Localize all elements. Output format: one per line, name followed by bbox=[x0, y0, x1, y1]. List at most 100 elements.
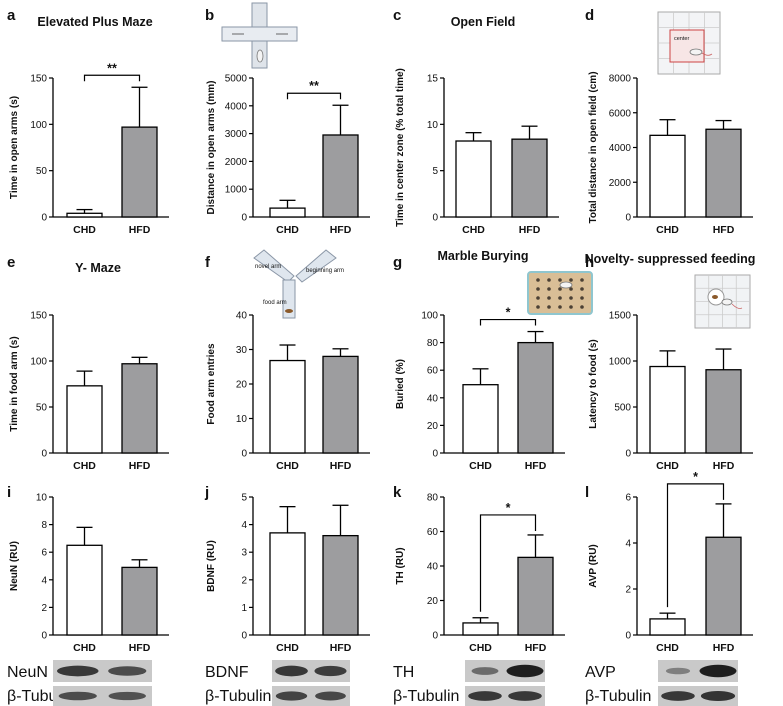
western-blot-j: BDNF β-Tubulin bbox=[205, 660, 350, 706]
y-tick-label: 15 bbox=[427, 74, 439, 85]
x-tick-label: HFD bbox=[519, 224, 541, 236]
y-axis-label: BDNF (RU) bbox=[206, 540, 217, 592]
x-tick-label: CHD bbox=[656, 460, 679, 472]
maze-arm-food bbox=[282, 279, 296, 319]
blot-band bbox=[665, 667, 691, 675]
panel-label: k bbox=[393, 484, 402, 501]
bar-chd bbox=[66, 544, 103, 636]
bar-hfd bbox=[322, 355, 359, 454]
center-zone-label: center bbox=[674, 36, 689, 42]
y-axis-label: Total distance in open field (cm) bbox=[588, 71, 599, 223]
chart-g: g Marble Burying 0 20 40 60 80 100 Buried (%) CHD… bbox=[393, 249, 565, 472]
y-tick-label: 5000 bbox=[225, 74, 248, 85]
chart-title: Marble Burying bbox=[438, 249, 529, 263]
bar-chd bbox=[66, 385, 103, 454]
blot-band bbox=[508, 691, 542, 701]
blot-membrane bbox=[53, 686, 152, 706]
panel-label: l bbox=[585, 484, 589, 501]
x-tick-label: HFD bbox=[330, 224, 352, 236]
chart-c: c Open Field 0 5 10 15 Time in center zone (% … bbox=[393, 7, 559, 236]
food-pellet bbox=[712, 295, 718, 299]
blot-loading-label: β-Tubulin bbox=[393, 688, 459, 705]
panel-label: e bbox=[7, 254, 15, 271]
maze-arm-novel bbox=[253, 249, 295, 283]
marble-icon bbox=[580, 296, 584, 300]
y-tick-label: 6 bbox=[41, 548, 47, 559]
blot-membrane bbox=[53, 660, 152, 682]
y-tick-label: 150 bbox=[30, 74, 47, 85]
y-tick-label: 0 bbox=[625, 631, 631, 642]
significance-marker: * bbox=[506, 501, 511, 515]
blot-band bbox=[58, 691, 97, 701]
chart-l: l 0 2 4 6 AVP (RU) CHD HFD * bbox=[585, 470, 753, 654]
chart-title: Elevated Plus Maze bbox=[37, 15, 152, 29]
western-blot-l: AVP β-Tubulin bbox=[585, 660, 738, 706]
chart-f: f 0 10 20 30 40 Food arm entries CHD HFD bbox=[205, 254, 370, 472]
y-tick-label: 60 bbox=[427, 366, 439, 377]
chart-title: Novelty- suppressed feeding bbox=[585, 252, 756, 266]
y-axis-label: TH (RU) bbox=[395, 547, 406, 584]
y-tick-label: 8000 bbox=[609, 74, 632, 85]
y-tick-label: 100 bbox=[421, 311, 438, 322]
marble-icon bbox=[547, 287, 551, 291]
x-tick-label: HFD bbox=[129, 224, 151, 236]
food-pellet bbox=[285, 309, 293, 313]
marble-icon bbox=[547, 278, 551, 282]
marble-icon bbox=[558, 287, 562, 291]
arm-label-novel: novel arm bbox=[255, 264, 281, 270]
mouse-icon bbox=[256, 49, 264, 63]
y-tick-label: 4 bbox=[625, 539, 631, 550]
blot-band bbox=[315, 691, 346, 701]
marble-icon bbox=[547, 296, 551, 300]
bar-chd bbox=[649, 618, 686, 636]
y-tick-label: 0 bbox=[41, 449, 47, 460]
blot-band bbox=[108, 666, 147, 676]
panel-label: d bbox=[585, 7, 594, 24]
y-tick-label: 40 bbox=[427, 393, 439, 404]
blot-band bbox=[471, 667, 499, 675]
significance-marker: * bbox=[693, 470, 698, 484]
blot-band bbox=[699, 664, 737, 678]
mouse-icon bbox=[689, 48, 703, 56]
blot-membrane bbox=[465, 686, 545, 706]
y-tick-label: 30 bbox=[236, 345, 248, 356]
marble-icon bbox=[558, 278, 562, 282]
significance-bracket bbox=[666, 483, 725, 608]
x-tick-label: HFD bbox=[713, 224, 735, 236]
blot-band bbox=[506, 664, 544, 678]
chart-title: Y- Maze bbox=[75, 261, 121, 275]
bar-hfd bbox=[121, 566, 158, 636]
x-tick-label: CHD bbox=[656, 642, 679, 654]
panel-label: i bbox=[7, 484, 11, 501]
y-tick-label: 0 bbox=[625, 213, 631, 224]
y-tick-label: 2 bbox=[41, 603, 47, 614]
blot-target-label: TH bbox=[393, 664, 414, 681]
y-tick-label: 4 bbox=[41, 575, 47, 586]
panel-label: j bbox=[204, 484, 209, 501]
y-tick-label: 1000 bbox=[609, 357, 632, 368]
y-tick-label: 1 bbox=[241, 603, 247, 614]
y-tick-label: 100 bbox=[30, 120, 47, 131]
x-tick-label: CHD bbox=[276, 460, 299, 472]
y-axis-label: Time in open arms (s) bbox=[9, 96, 20, 199]
x-tick-label: CHD bbox=[469, 642, 492, 654]
x-tick-label: CHD bbox=[462, 224, 485, 236]
y-tick-label: 20 bbox=[427, 596, 439, 607]
blot-membrane bbox=[272, 686, 350, 706]
y-tick-label: 0 bbox=[432, 213, 438, 224]
marble-icon bbox=[536, 305, 540, 309]
blot-band bbox=[275, 691, 308, 701]
chart-k: k 0 20 40 60 80 TH (RU) CHD HFD * bbox=[393, 484, 565, 654]
y-axis-label: Buried (%) bbox=[395, 359, 406, 409]
mouse-icon bbox=[721, 298, 733, 306]
y-tick-label: 80 bbox=[427, 493, 439, 504]
y-tick-label: 0 bbox=[241, 631, 247, 642]
marble-icon bbox=[547, 305, 551, 309]
y-tick-label: 50 bbox=[36, 403, 48, 414]
maze-open-arm bbox=[221, 26, 298, 42]
marble-icon bbox=[569, 296, 573, 300]
blot-target-label: BDNF bbox=[205, 664, 249, 681]
y-tick-label: 80 bbox=[427, 338, 439, 349]
